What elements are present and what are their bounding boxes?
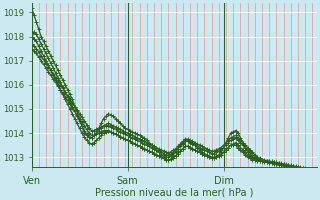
X-axis label: Pression niveau de la mer( hPa ): Pression niveau de la mer( hPa ) (95, 187, 253, 197)
